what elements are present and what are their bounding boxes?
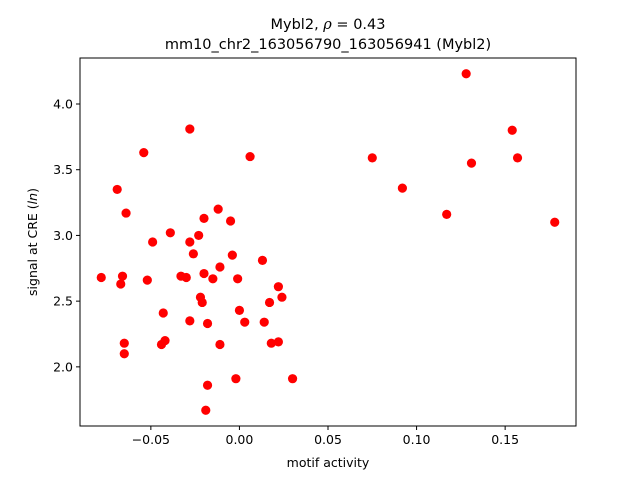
data-points <box>96 69 560 415</box>
scatter-point-54 <box>550 217 560 227</box>
x-tick-label: 0.10 <box>403 432 431 447</box>
scatter-point-50 <box>461 69 471 79</box>
scatter-point-46 <box>287 374 298 384</box>
y-axis-ticks: 2.0 2.5 3.0 3.5 4.0 <box>53 97 80 374</box>
scatter-point-2 <box>116 279 126 289</box>
scatter-point-24 <box>199 268 209 279</box>
scatter-point-15 <box>181 272 191 283</box>
scatter-point-7 <box>139 148 149 158</box>
chart-title-line2: mm10_chr2_163056790_163056941 (Mybl2) <box>165 37 491 53</box>
scatter-point-11 <box>158 308 168 318</box>
scatter-point-30 <box>215 262 225 272</box>
y-tick-label: 3.0 <box>53 228 73 243</box>
scatter-point-16 <box>185 124 195 134</box>
y-axis-label: signal at CRE (ln) <box>25 188 40 296</box>
scatter-point-43 <box>273 282 283 292</box>
scatter-point-47 <box>367 153 377 163</box>
chart-title-line1: Mybl2, ρ = 0.43 <box>271 17 386 33</box>
scatter-point-18 <box>185 316 195 326</box>
scatter-point-19 <box>188 249 198 259</box>
scatter-point-5 <box>119 349 129 359</box>
scatter-point-23 <box>199 213 209 223</box>
scatter-point-36 <box>234 305 245 315</box>
x-axis-ticks: −0.05 0.00 0.05 0.10 0.15 <box>132 426 519 447</box>
scatter-point-29 <box>213 204 223 214</box>
scatter-point-13 <box>165 228 175 238</box>
scatter-point-31 <box>215 339 225 350</box>
scatter-point-3 <box>117 271 128 281</box>
scatter-point-35 <box>233 274 243 284</box>
y-tick-label: 2.5 <box>53 294 73 309</box>
scatter-point-9 <box>148 237 158 247</box>
scatter-point-8 <box>142 275 152 285</box>
scatter-point-25 <box>202 318 213 329</box>
x-tick-label: −0.05 <box>132 432 170 447</box>
scatter-point-28 <box>208 274 218 284</box>
scatter-point-27 <box>201 405 211 415</box>
scatter-point-52 <box>507 125 517 135</box>
scatter-point-37 <box>240 317 250 327</box>
scatter-point-33 <box>227 250 237 260</box>
scatter-point-26 <box>202 380 213 390</box>
scatter-point-44 <box>273 337 283 347</box>
scatter-point-20 <box>194 230 204 241</box>
scatter-point-41 <box>264 297 275 308</box>
scatter-point-45 <box>277 292 287 302</box>
scatter-point-0 <box>96 272 106 283</box>
scatter-point-32 <box>225 216 236 226</box>
scatter-point-4 <box>119 338 129 348</box>
x-tick-label: 0.15 <box>491 432 519 447</box>
scatter-point-42 <box>266 338 276 348</box>
scatter-point-51 <box>466 158 477 168</box>
scatter-point-40 <box>259 317 269 327</box>
scatter-point-38 <box>245 151 255 162</box>
scatter-point-53 <box>512 153 523 163</box>
scatter-point-6 <box>121 208 131 218</box>
y-tick-label: 3.5 <box>53 162 73 177</box>
scatter-point-34 <box>231 374 241 384</box>
scatter-point-48 <box>397 183 407 193</box>
scatter-point-39 <box>257 255 268 265</box>
scatter-point-12 <box>160 335 170 346</box>
scatter-point-17 <box>185 237 195 247</box>
x-tick-label: 0.00 <box>226 432 254 447</box>
scatter-point-1 <box>112 184 122 195</box>
x-axis-label: motif activity <box>287 455 370 470</box>
scatter-point-22 <box>197 297 207 308</box>
x-tick-label: 0.05 <box>314 432 342 447</box>
scatter-point-49 <box>442 209 452 219</box>
y-tick-label: 4.0 <box>53 97 73 112</box>
y-tick-label: 2.0 <box>53 359 73 374</box>
